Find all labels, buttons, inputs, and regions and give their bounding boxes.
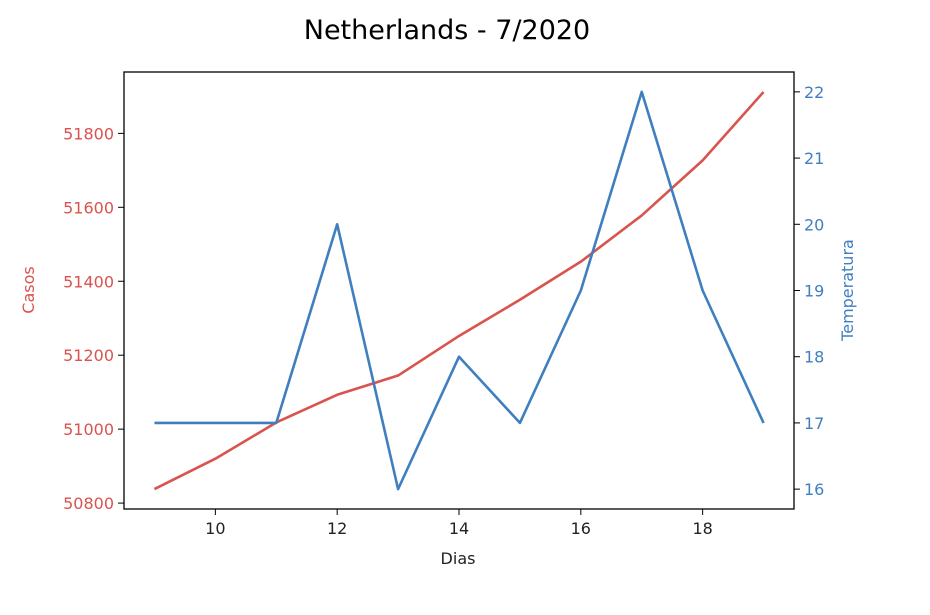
y-left-tick-label: 51000 bbox=[63, 420, 114, 439]
x-tick-label: 10 bbox=[205, 519, 225, 538]
y-left-tick-label: 51200 bbox=[63, 346, 114, 365]
x-tick-label: 18 bbox=[692, 519, 712, 538]
x-tick-label: 12 bbox=[327, 519, 347, 538]
y-left-tick-label: 50800 bbox=[63, 494, 114, 513]
y-right-tick-label: 21 bbox=[804, 149, 824, 168]
chart-title: Netherlands - 7/2020 bbox=[304, 15, 590, 46]
y-axis-left-label: Casos bbox=[19, 266, 38, 313]
y-left-tick-label: 51800 bbox=[63, 124, 114, 143]
y-left-tick-label: 51600 bbox=[63, 198, 114, 217]
y-right-tick-label: 17 bbox=[804, 414, 824, 433]
series-left-line bbox=[153, 91, 765, 491]
y-right-tick-label: 22 bbox=[804, 83, 824, 102]
y-right-tick-label: 18 bbox=[804, 348, 824, 367]
y-left-tick-label: 51400 bbox=[63, 272, 114, 291]
series-right-line bbox=[154, 90, 765, 491]
plot-frame bbox=[123, 71, 795, 510]
x-axis-label: Dias bbox=[441, 549, 476, 568]
y-axis-right-label: Temperatura bbox=[838, 239, 857, 342]
x-tick-label: 16 bbox=[571, 519, 591, 538]
chart-marks: 10 12 14 16 18 50800 51000 51200 51400 51600 51800… bbox=[63, 83, 824, 538]
y-right-tick-label: 19 bbox=[804, 282, 824, 301]
y-right-tick-label: 16 bbox=[804, 480, 824, 499]
y-right-tick-label: 20 bbox=[804, 215, 824, 234]
x-tick-label: 14 bbox=[449, 519, 469, 538]
